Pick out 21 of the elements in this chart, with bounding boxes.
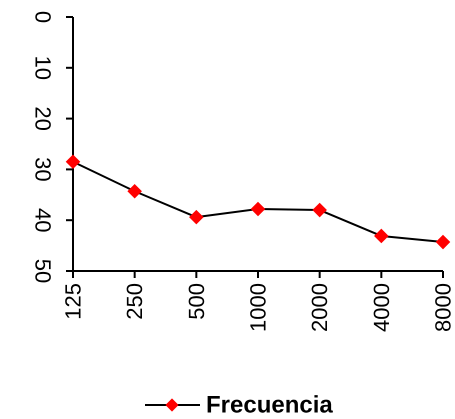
y-tick-label: 20 — [30, 106, 56, 131]
x-tick-label: 250 — [122, 283, 148, 320]
x-tick-label: 4000 — [368, 283, 394, 332]
y-tick-label: 10 — [30, 56, 56, 80]
point — [374, 228, 388, 244]
y-tick-label: 50 — [30, 258, 56, 284]
point — [128, 184, 142, 198]
x-tick-label: 125 — [60, 283, 86, 320]
y-tick-label: 40 — [30, 208, 56, 232]
y-tick-label: 30 — [30, 157, 56, 182]
x-tick-label: 500 — [184, 283, 209, 320]
x-tick-label: 1000 — [246, 283, 270, 332]
point — [250, 202, 266, 216]
point — [66, 154, 80, 169]
x-tick-label: 8000 — [430, 283, 455, 332]
legend-label: Frecuencia — [206, 392, 334, 418]
point — [189, 210, 204, 224]
point — [312, 202, 327, 218]
x-tick-label: 2000 — [307, 283, 332, 332]
y-tick-label: 0 — [30, 10, 56, 24]
point — [436, 234, 450, 250]
